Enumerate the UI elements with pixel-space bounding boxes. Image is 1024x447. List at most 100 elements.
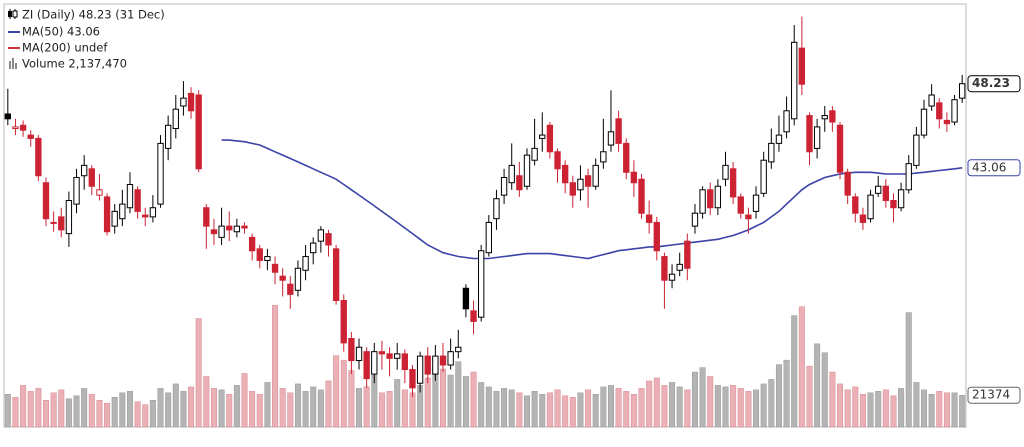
volume-bar [905,312,912,428]
volume-bar [661,385,668,428]
volume-bar [714,385,721,428]
candle-body [50,221,57,224]
volume-bar [58,389,65,428]
volume-bar [554,389,561,428]
last-value-box [967,159,1021,177]
candle-body [325,233,332,246]
volume-bar [378,392,385,428]
volume-bar [157,388,164,428]
candle-body [905,163,912,191]
candle-body [187,92,195,112]
candle-body [600,151,607,163]
volume-bar [226,394,233,428]
candle-body [432,355,439,375]
volume-bar [149,400,156,428]
candle-body [149,207,157,218]
volume-bar [455,361,462,428]
volume-bar [333,355,340,428]
volume-bar [607,385,614,428]
volume-bar [630,394,637,428]
candle-body [478,250,485,318]
candle-body [661,256,668,281]
volume-bar [310,386,317,428]
candle-body [584,175,592,187]
legend-title: ZI (Daily) 48.23 (31 Dec) [22,8,165,22]
volume-bar [241,373,248,428]
volume-bar [325,380,332,428]
volume-bar [600,386,607,428]
volume-bar [768,379,775,428]
candle-body [615,118,622,144]
candle-body [455,346,462,353]
legend-icon-volume [9,58,17,69]
candle-body [920,108,928,136]
volume-bar [638,388,645,428]
volume-bar [65,398,72,428]
candle-body [539,134,546,139]
volume-bar [592,394,599,428]
volume-bar [272,304,279,428]
volume-bar [249,391,256,428]
volume-bar [623,391,630,428]
candle-body [913,134,920,166]
volume-bar [279,388,286,428]
candle-body [462,287,470,310]
volume-bar [852,386,859,428]
candle-body [96,189,103,196]
volume-bar [81,388,88,428]
legend-label: Volume 2,137,470 [22,57,127,71]
candle-body [310,242,317,254]
candle-body [386,353,393,359]
candle-body [890,199,897,209]
candle-body [959,83,966,99]
candle-body [271,263,279,273]
volume-bar [531,391,538,428]
candle-body [943,119,951,125]
volume-bar [233,385,240,428]
candle-body [531,147,538,161]
volume-bar [447,374,454,428]
moving-average-line [221,139,963,260]
candle-body [798,47,806,85]
candle-body [88,168,95,187]
candle-body [203,207,210,227]
volume-bar [264,382,271,428]
candle-body [684,240,691,269]
volume-bar [4,394,11,428]
candle-body [691,212,699,227]
volume-bar [859,394,866,428]
volume-bar [287,392,294,428]
candle-body [447,351,454,366]
candle-body [409,369,416,389]
volume-bar [959,394,966,428]
candle-body [264,256,271,261]
candle-body [65,199,73,235]
candle-body [653,221,660,252]
candle-body [256,248,263,261]
volume-bar [440,368,447,428]
candle-body [218,225,225,238]
candle-body [142,214,149,218]
legend-label: MA(50) 43.06 [22,25,100,39]
volume-bar [96,400,103,428]
volume-bar [943,392,950,428]
candle-body [180,97,187,107]
volume-bar [478,382,485,428]
candle-body [806,115,813,153]
volume-bar [562,395,569,428]
volume-bar [814,343,821,428]
candle-body [500,176,508,196]
volume-bar [485,386,492,428]
candle-body [775,134,783,144]
volume-bar [203,376,210,428]
candle-body [103,196,111,233]
volume-bar [50,392,57,428]
candle-body [35,137,42,177]
volume-bar [386,391,393,428]
volume-bar [913,382,920,428]
volume-bar [539,394,546,428]
candle-body [676,263,683,271]
candle-body [172,108,179,130]
candle-body [248,236,256,252]
